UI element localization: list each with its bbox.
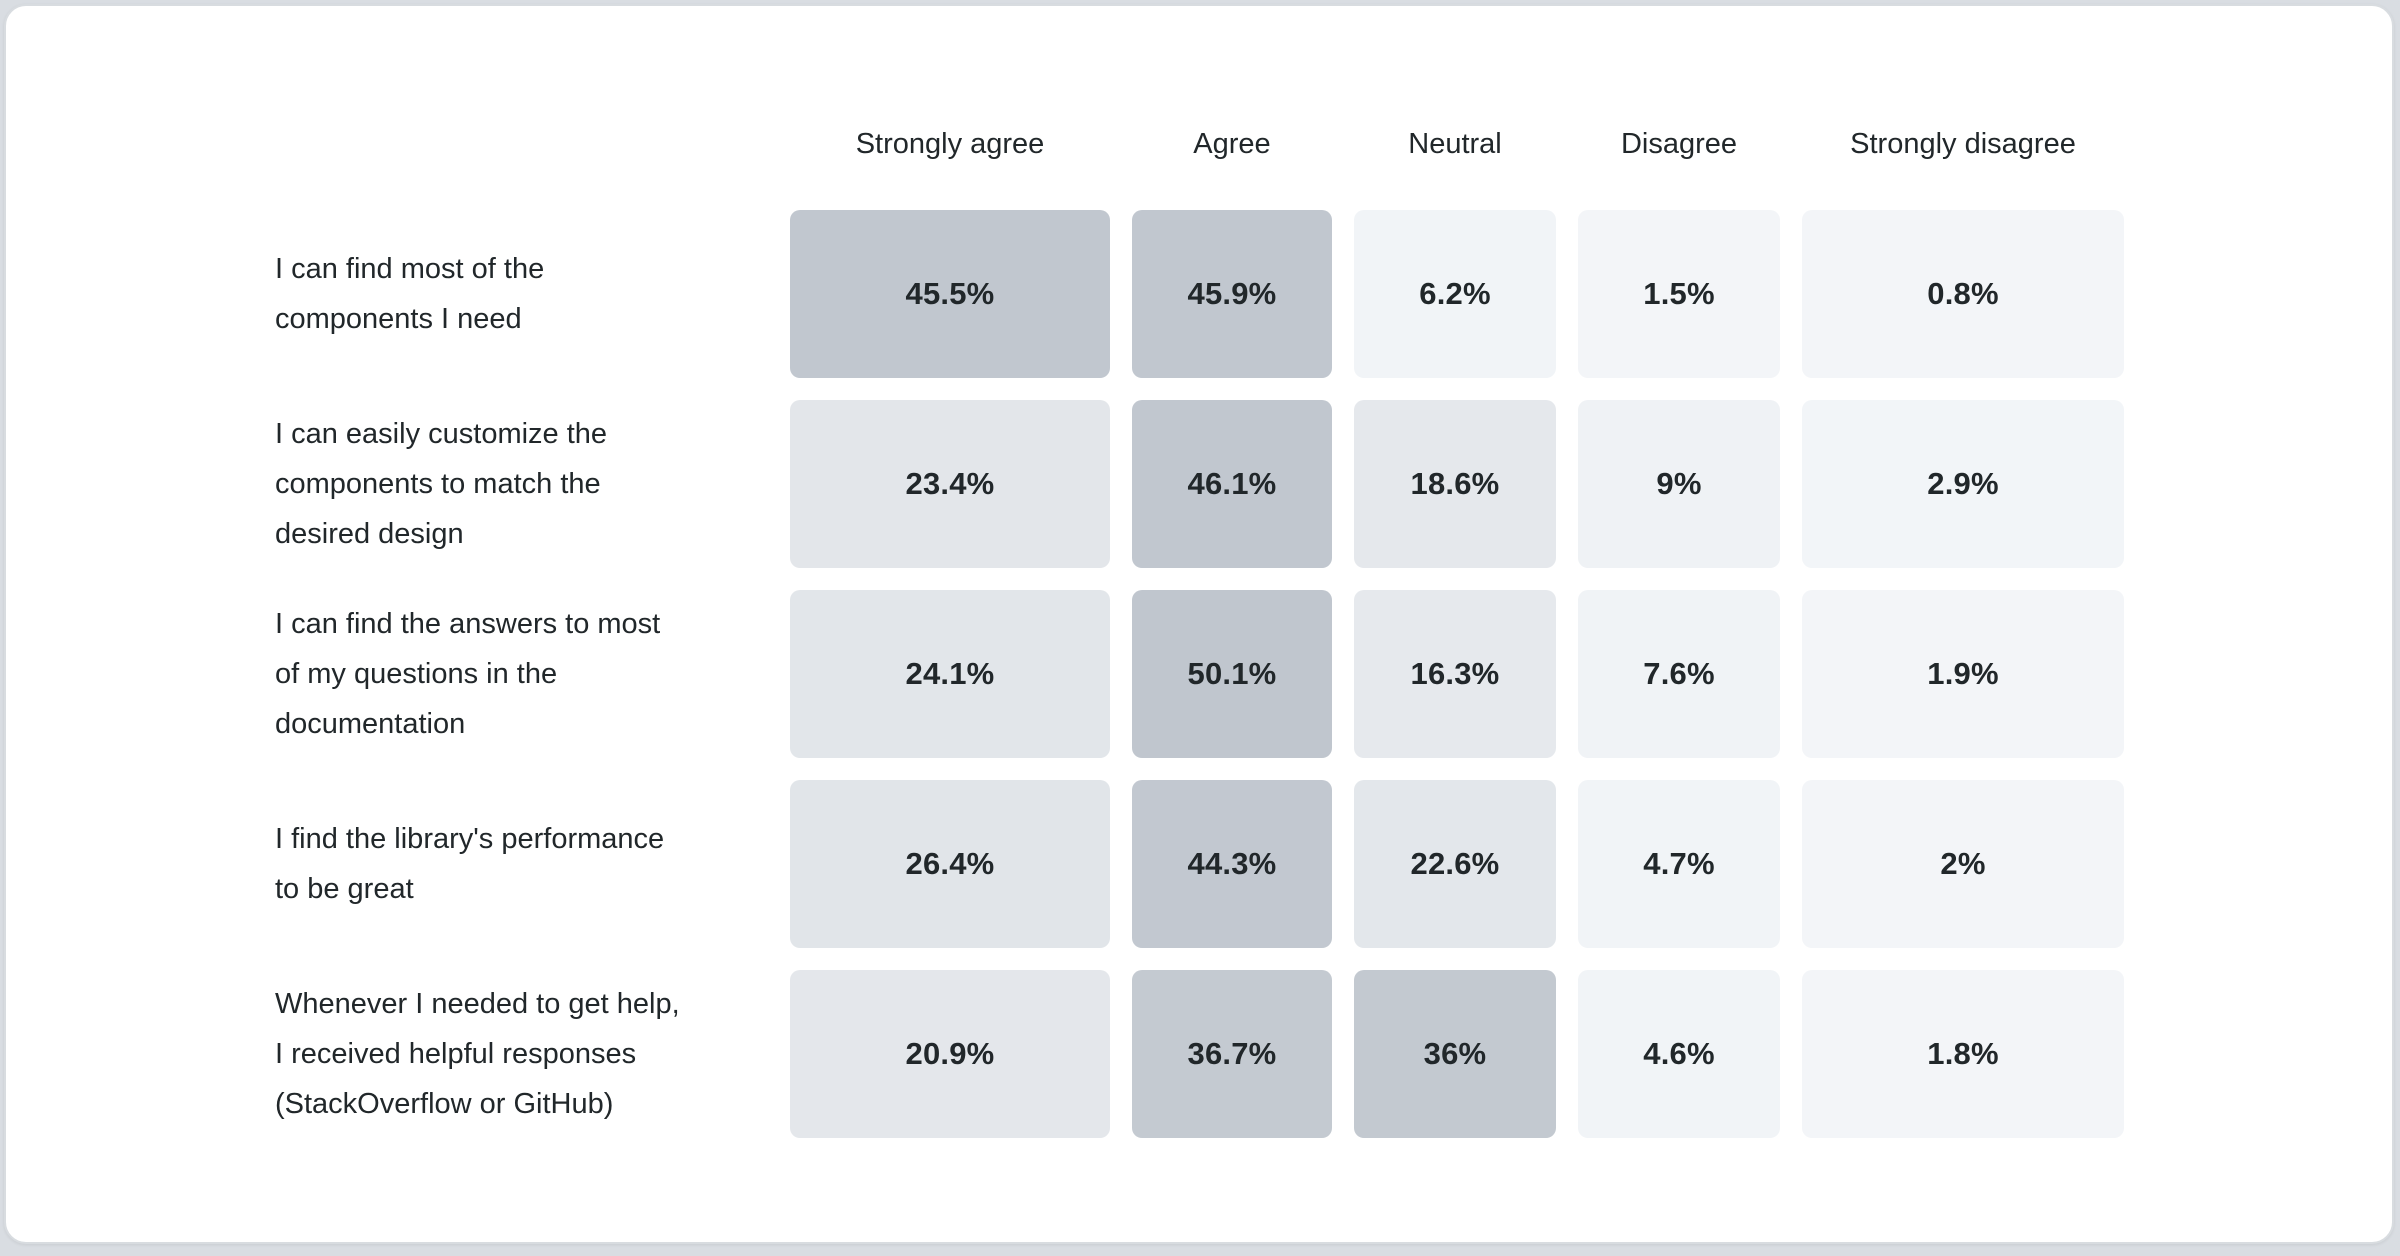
column-header-neutral: Neutral [1408, 127, 1502, 160]
heatmap-cell: 18.6% [1354, 400, 1556, 568]
heatmap-cell: 0.8% [1802, 210, 2124, 378]
heatmap-cell: 46.1% [1132, 400, 1332, 568]
row-label-documentation-answers: I can find the answers to most of my que… [275, 608, 661, 740]
heatmap-cell: 16.3% [1354, 590, 1556, 758]
row-label-customize-components: I can easily customize the components to… [275, 418, 608, 550]
row-label-library-performance: I find the library's performance to be g… [275, 823, 665, 905]
heatmap-cell: 2% [1802, 780, 2124, 948]
survey-heatmap: Strongly agree Agree Neutral Disagree St… [275, 100, 2124, 1138]
heatmap-cell: 1.9% [1802, 590, 2124, 758]
column-header-disagree: Disagree [1620, 127, 1738, 160]
heatmap-cell: 20.9% [790, 970, 1110, 1138]
row-label-find-components: I can find most of the components I need [275, 253, 545, 335]
heatmap-cell: 50.1% [1132, 590, 1332, 758]
column-header-agree: Agree [1193, 127, 1271, 160]
column-header-strongly-disagree: Strongly disagree [1850, 127, 2076, 160]
heatmap-cell: 7.6% [1578, 590, 1780, 758]
heatmap-cell: 44.3% [1132, 780, 1332, 948]
corner-spacer [275, 100, 768, 188]
heatmap-cell: 6.2% [1354, 210, 1556, 378]
heatmap-cell: 23.4% [790, 400, 1110, 568]
heatmap-cell: 26.4% [790, 780, 1110, 948]
row-label-helpful-responses: Whenever I needed to get help, I receive… [275, 988, 680, 1120]
heatmap-cell: 4.7% [1578, 780, 1780, 948]
heatmap-cell: 22.6% [1354, 780, 1556, 948]
heatmap-cell: 45.9% [1132, 210, 1332, 378]
heatmap-cell: 2.9% [1802, 400, 2124, 568]
heatmap-cell: 9% [1578, 400, 1780, 568]
heatmap-cell: 36% [1354, 970, 1556, 1138]
heatmap-cell: 45.5% [790, 210, 1110, 378]
heatmap-cell: 4.6% [1578, 970, 1780, 1138]
heatmap-cell: 36.7% [1132, 970, 1332, 1138]
heatmap-cell: 1.8% [1802, 970, 2124, 1138]
column-header-strongly-agree: Strongly agree [855, 127, 1045, 160]
heatmap-cell: 24.1% [790, 590, 1110, 758]
heatmap-cell: 1.5% [1578, 210, 1780, 378]
